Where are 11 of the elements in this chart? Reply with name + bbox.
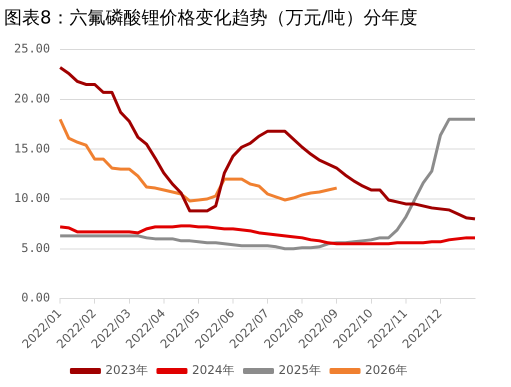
y-tick-label: 20.00	[14, 92, 50, 106]
legend-label: 2026年	[365, 363, 408, 378]
legend-label: 2023年	[105, 363, 148, 378]
y-tick-label: 5.00	[21, 240, 50, 255]
chart-title: 图表8：六氟磷酸锂价格变化趋势（万元/吨）分年度	[4, 7, 418, 28]
y-tick-label: 25.00	[14, 42, 50, 56]
y-tick-label: 10.00	[14, 191, 50, 206]
legend-label: 2024年	[192, 363, 235, 378]
legend-label: 2025年	[278, 363, 322, 378]
y-tick-label: 0.00	[21, 290, 50, 305]
y-tick-label: 15.00	[14, 141, 50, 156]
